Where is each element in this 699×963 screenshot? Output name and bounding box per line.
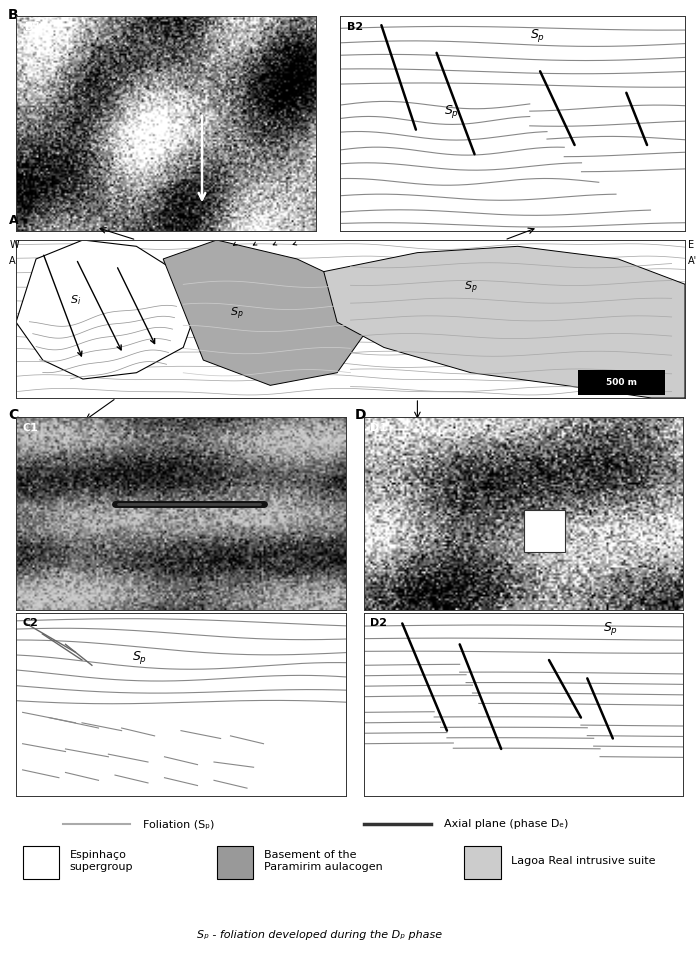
Text: B1: B1 [25,22,41,33]
Text: 500 m: 500 m [606,377,637,387]
Text: $S_i$: $S_i$ [69,293,80,307]
Text: C2: C2 [22,618,38,629]
Bar [578,370,665,395]
Text: B: B [8,8,19,22]
Text: D: D [355,408,366,422]
Polygon shape [324,247,685,398]
Text: E: E [689,240,695,250]
Text: Sₚ - foliation developed during the Dₚ phase: Sₚ - foliation developed during the Dₚ p… [196,930,442,940]
Text: $S_p$: $S_p$ [131,649,147,666]
Text: Lagoa Real intrusive suite: Lagoa Real intrusive suite [511,856,656,867]
Text: Foliation (Sₚ): Foliation (Sₚ) [143,820,215,829]
Text: $S_p$: $S_p$ [443,103,459,120]
Text: Axial plane (phase Dₑ): Axial plane (phase Dₑ) [444,820,568,829]
Text: Basement of the
Paramirim aulacogen: Basement of the Paramirim aulacogen [264,850,382,872]
Text: C1: C1 [22,423,38,432]
Bar [524,509,565,552]
Bar [464,846,501,879]
Text: $S_p$: $S_p$ [230,305,244,322]
Text: Espinhaço
supergroup: Espinhaço supergroup [69,850,133,872]
Text: A': A' [689,256,698,266]
Text: $S_p$: $S_p$ [530,27,545,43]
Text: $S_p$: $S_p$ [464,280,478,297]
Text: B2: B2 [347,22,363,33]
Text: D2: D2 [370,618,387,629]
Text: W: W [9,240,19,250]
Text: $S_p$: $S_p$ [603,620,619,638]
Text: D1: D1 [370,423,387,432]
Bar [217,846,254,879]
Text: A: A [9,256,16,266]
Polygon shape [16,240,196,379]
Polygon shape [163,240,364,385]
Text: A: A [9,215,19,227]
Text: C: C [8,408,18,422]
Bar [22,846,59,879]
